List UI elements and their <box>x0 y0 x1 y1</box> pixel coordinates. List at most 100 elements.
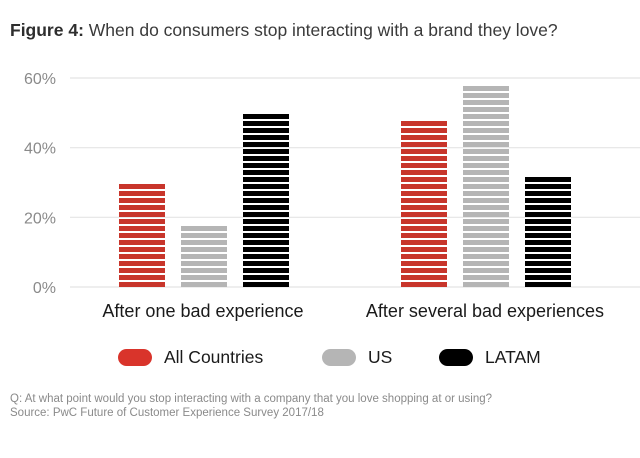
y-axis-ticks: 0% 20% 40% 60% <box>24 71 56 297</box>
bar-stripe <box>463 191 509 196</box>
bar-stripe <box>463 247 509 252</box>
legend-swatch-all-countries <box>118 349 152 366</box>
bar-stripe <box>463 121 509 126</box>
bar-stripe <box>401 156 447 161</box>
bar-stripe <box>525 184 571 189</box>
bar-stripe <box>463 261 509 266</box>
bar-stripe <box>243 226 289 231</box>
bar-stripe <box>401 240 447 245</box>
legend-item-latam: LATAM <box>439 347 541 368</box>
bar-chart: 0%20%40%60% After one bad experience Afte… <box>24 71 640 321</box>
bar-stripe <box>525 191 571 196</box>
bar-stripe <box>463 142 509 147</box>
bar-stripe <box>525 247 571 252</box>
bar-stripe <box>243 219 289 224</box>
bar-stripe <box>181 268 227 273</box>
bar-stripe <box>119 268 165 273</box>
bar-stripe <box>119 261 165 266</box>
bar-stripe <box>243 240 289 245</box>
bar-stripe <box>463 212 509 217</box>
bar-stripe <box>463 184 509 189</box>
legend-item-all-countries: All Countries <box>118 347 263 368</box>
bar-stripe <box>463 170 509 175</box>
bars <box>119 86 571 287</box>
bar-stripe <box>119 191 165 196</box>
bar-stripe <box>401 261 447 266</box>
bar-stripe <box>401 191 447 196</box>
bar-stripe <box>119 212 165 217</box>
legend-label: All Countries <box>164 347 264 367</box>
bar-stripe <box>401 121 447 126</box>
bar-stripe <box>463 226 509 231</box>
bar-stripe <box>401 282 447 287</box>
y-tick-label: 60% <box>24 71 56 88</box>
bar-stripe <box>243 268 289 273</box>
bar-stripe <box>525 198 571 203</box>
bar-stripe <box>243 198 289 203</box>
legend-label: US <box>368 347 393 367</box>
bar-all-countries-2 <box>401 121 447 287</box>
bar-stripe <box>463 254 509 259</box>
bar-stripe <box>525 254 571 259</box>
chart-title: Figure 4: When do consumers stop interac… <box>10 20 558 41</box>
bar-stripe <box>463 149 509 154</box>
bar-stripe <box>243 254 289 259</box>
x-category-label: After several bad experiences <box>366 301 604 321</box>
bar-all-countries-1 <box>119 184 165 287</box>
bar-stripe <box>119 184 165 189</box>
bar-stripe <box>243 261 289 266</box>
survey-question: Q: At what point would you stop interact… <box>10 393 493 405</box>
bar-stripe <box>119 240 165 245</box>
bar-stripe <box>243 275 289 280</box>
bar-stripe <box>119 205 165 210</box>
bar-stripe <box>243 205 289 210</box>
bar-stripe <box>401 149 447 154</box>
bar-stripe <box>181 247 227 252</box>
bar-stripe <box>243 163 289 168</box>
bar-stripe <box>463 233 509 238</box>
bar-stripe <box>525 233 571 238</box>
bar-stripe <box>119 198 165 203</box>
bar-stripe <box>181 254 227 259</box>
bar-stripe <box>243 128 289 133</box>
bar-stripe <box>119 275 165 280</box>
legend: All Countries US LATAM <box>0 347 640 371</box>
bar-stripe <box>525 282 571 287</box>
bar-stripe <box>525 205 571 210</box>
bar-stripe <box>181 240 227 245</box>
bar-stripe <box>119 282 165 287</box>
bar-stripe <box>243 142 289 147</box>
bar-stripe <box>463 156 509 161</box>
bar-stripe <box>243 233 289 238</box>
x-category-label: After one bad experience <box>102 301 303 321</box>
bar-stripe <box>525 240 571 245</box>
bar-stripe <box>463 268 509 273</box>
bar-stripe <box>243 177 289 182</box>
bar-stripe <box>463 163 509 168</box>
bar-stripe <box>401 135 447 140</box>
bar-stripe <box>243 247 289 252</box>
bar-latam-1 <box>243 114 289 287</box>
bar-stripe <box>243 212 289 217</box>
bar-stripe <box>401 254 447 259</box>
bar-stripe <box>525 226 571 231</box>
bar-stripe <box>525 177 571 182</box>
bar-stripe <box>181 282 227 287</box>
bar-stripe <box>243 170 289 175</box>
bar-stripe <box>463 100 509 105</box>
legend-swatch-latam <box>439 349 473 366</box>
bar-stripe <box>119 233 165 238</box>
bar-stripe <box>401 247 447 252</box>
bar-stripe <box>119 219 165 224</box>
bar-stripe <box>401 233 447 238</box>
bar-latam-2 <box>525 177 571 287</box>
bar-stripe <box>525 268 571 273</box>
bar-stripe <box>181 226 227 231</box>
bar-stripe <box>463 240 509 245</box>
bar-stripe <box>463 219 509 224</box>
legend-swatch-us <box>322 349 356 366</box>
bar-stripe <box>243 282 289 287</box>
bar-stripe <box>463 107 509 112</box>
title-text: When do consumers stop interacting with … <box>83 20 558 40</box>
bar-stripe <box>401 219 447 224</box>
